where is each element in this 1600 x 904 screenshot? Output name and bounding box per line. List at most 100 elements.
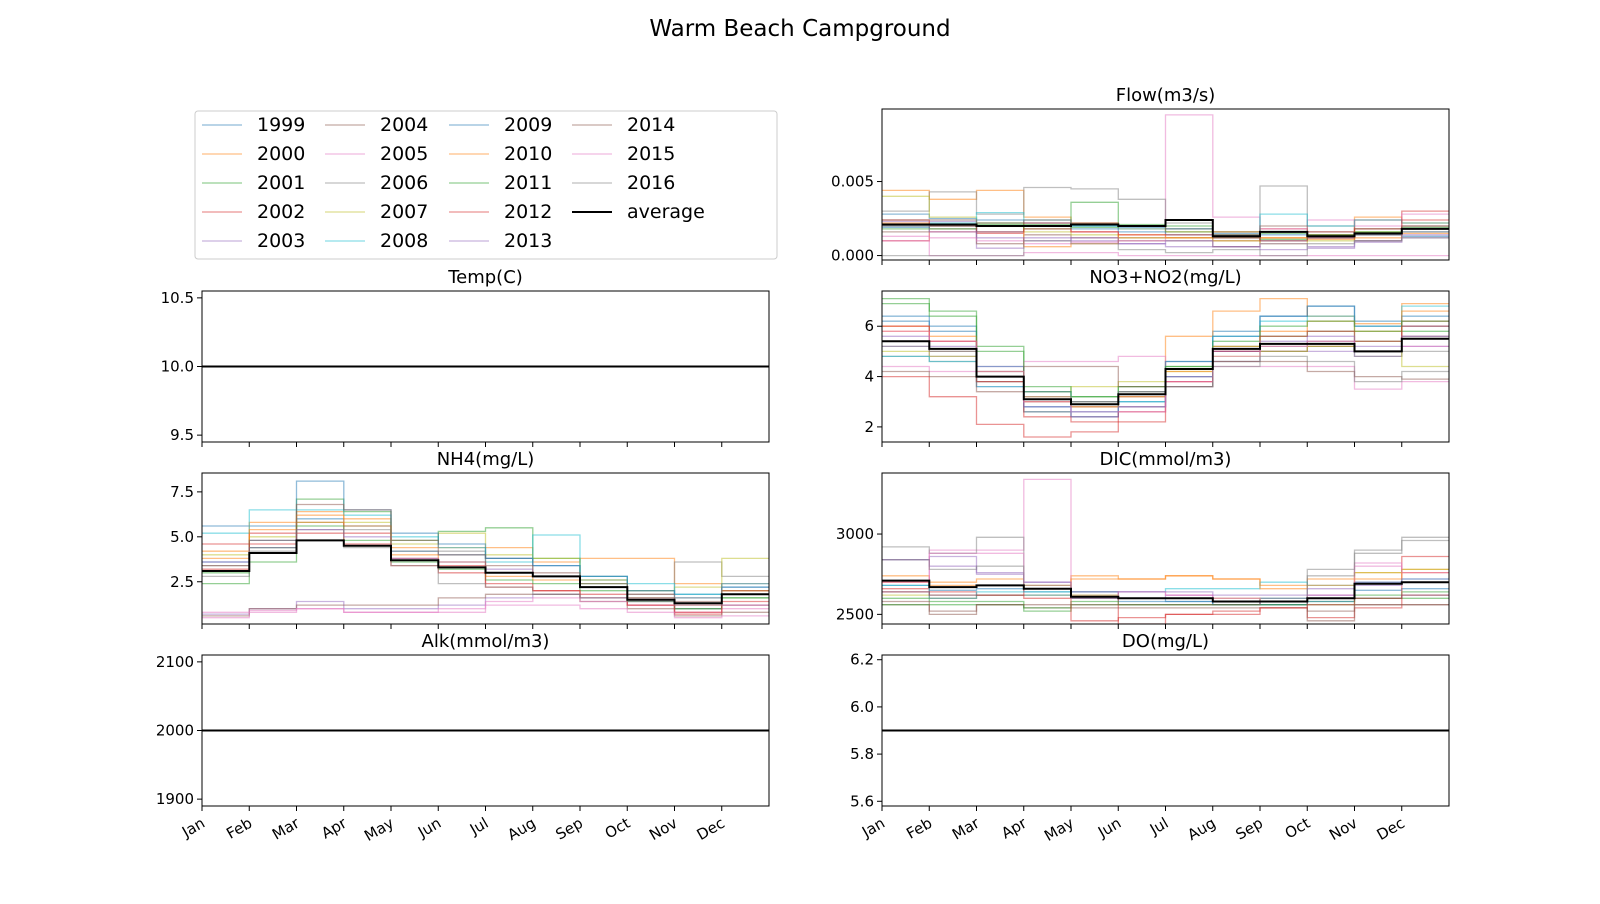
legend-label: 2002: [257, 201, 305, 223]
x-tick-label: Dec: [694, 814, 728, 844]
legend-item-2008: 2008: [325, 230, 428, 252]
x-tick-label: Jul: [466, 814, 492, 839]
subplot-6: DO(mg/L) 5.6 5.8 6.0 6.2 Jan Feb Mar Apr May Jun Ju…: [850, 631, 1450, 845]
y-tick-label: 2000: [156, 722, 194, 740]
legend-item-2015: 2015: [572, 143, 675, 165]
legend-label: 2003: [257, 230, 305, 252]
x-tick-label: Nov: [646, 814, 680, 844]
series-line-2013: [882, 225, 1449, 248]
y-tick-label: 6: [864, 317, 874, 335]
x-tick-label: Aug: [504, 814, 538, 844]
subplot-3: NH4(mg/L) 2.5 5.0 7.5: [170, 449, 770, 629]
y-tick-label: 0.005: [831, 173, 874, 191]
series-group: [882, 114, 1449, 257]
subplot-5: Alk(mmol/m3) 1900 2000 2100 Jan Feb Mar Apr May J…: [156, 631, 770, 845]
legend-label: 2013: [504, 230, 552, 252]
x-tick-label: Jan: [178, 814, 208, 842]
legend-label: 2000: [257, 143, 305, 165]
x-tick-label: May: [1041, 814, 1077, 845]
legend-label: 2016: [627, 172, 675, 194]
subplot-title: DO(mg/L): [1122, 631, 1209, 652]
figure-title: Warm Beach Campground: [649, 16, 950, 42]
legend-item-2005: 2005: [325, 143, 428, 165]
x-tick-label: Feb: [903, 814, 935, 843]
legend-item-2006: 2006: [325, 172, 428, 194]
series-line-average: [202, 539, 769, 605]
x-tick-label: Oct: [602, 814, 634, 843]
legend-item-2004: 2004: [325, 114, 428, 136]
series-group: [882, 478, 1449, 624]
legend-label: 2010: [504, 143, 552, 165]
x-tick-label: Jul: [1146, 814, 1172, 839]
legend-label: average: [627, 201, 705, 223]
x-tick-label: Jun: [414, 814, 444, 842]
y-tick-label: 7.5: [170, 483, 194, 501]
subplot-title: Flow(m3/s): [1116, 85, 1216, 106]
legend-item-2013: 2013: [449, 230, 552, 252]
legend-label: 2012: [504, 201, 552, 223]
legend: 1999 2000 2001 2002 2003 2004 2005 2006 2007 2008…: [194, 110, 778, 260]
legend-label: 2008: [380, 230, 428, 252]
legend-label: 2007: [380, 201, 428, 223]
x-tick-label: Feb: [223, 814, 255, 843]
legend-item-average: average: [572, 201, 705, 223]
subplot-1: Temp(C) 9.5 10.0 10.5: [161, 267, 770, 447]
y-tick-label: 2: [864, 418, 874, 436]
legend-item-2002: 2002: [202, 201, 305, 223]
y-tick-label: 10.5: [161, 289, 194, 307]
y-tick-label: 4: [864, 368, 874, 386]
y-tick-label: 5.0: [170, 528, 194, 546]
series-line-2014: [882, 600, 1449, 612]
subplot-4: DIC(mmol/m3) 2500 3000: [836, 449, 1450, 629]
y-tick-label: 3000: [836, 525, 874, 543]
series-group: [882, 297, 1449, 438]
subplot-title: NH4(mg/L): [437, 449, 535, 470]
series-line-average: [882, 579, 1449, 603]
x-tick-label: Jun: [1094, 814, 1124, 842]
legend-item-2000: 2000: [202, 143, 305, 165]
y-tick-label: 0.000: [831, 247, 874, 265]
legend-frame: [194, 110, 778, 260]
legend-label: 2011: [504, 172, 552, 194]
y-tick-label: 5.6: [850, 792, 874, 810]
legend-label: 2004: [380, 114, 428, 136]
legend-item-1999: 1999: [202, 114, 305, 136]
legend-item-2009: 2009: [449, 114, 552, 136]
legend-label: 2006: [380, 172, 428, 194]
legend-item-2011: 2011: [449, 172, 552, 194]
x-tick-label: Dec: [1374, 814, 1408, 844]
series-group: [202, 480, 769, 619]
series-line-2004: [882, 604, 1449, 622]
legend-item-2016: 2016: [572, 172, 675, 194]
y-tick-label: 10.0: [161, 358, 194, 376]
legend-item-2012: 2012: [449, 201, 552, 223]
x-tick-label: Mar: [949, 813, 983, 843]
x-tick-label: Sep: [1233, 814, 1266, 844]
y-tick-label: 6.0: [850, 698, 874, 716]
y-tick-label: 6.2: [850, 651, 874, 669]
x-tick-label: Sep: [553, 814, 586, 844]
series-line-2016: [882, 237, 1449, 257]
legend-label: 1999: [257, 114, 305, 136]
legend-label: 2005: [380, 143, 428, 165]
subplot-title: Alk(mmol/m3): [422, 631, 550, 652]
legend-label: 2014: [627, 114, 675, 136]
legend-label: 2001: [257, 172, 305, 194]
legend-item-2014: 2014: [572, 114, 675, 136]
series-line-2012: [882, 591, 1449, 622]
x-tick-label: Nov: [1326, 814, 1360, 844]
legend-item-2001: 2001: [202, 172, 305, 194]
x-tick-label: Mar: [269, 813, 303, 843]
subplot-title: NO3+NO2(mg/L): [1089, 267, 1241, 288]
series-line-2014: [202, 503, 769, 603]
x-tick-label: Apr: [998, 813, 1030, 842]
subplot-title: DIC(mmol/m3): [1100, 449, 1232, 470]
y-tick-label: 5.8: [850, 745, 874, 763]
legend-item-2003: 2003: [202, 230, 305, 252]
series-line-2015: [202, 604, 769, 619]
y-tick-label: 9.5: [170, 426, 194, 444]
x-tick-label: Oct: [1282, 814, 1314, 843]
legend-item-2007: 2007: [325, 201, 428, 223]
